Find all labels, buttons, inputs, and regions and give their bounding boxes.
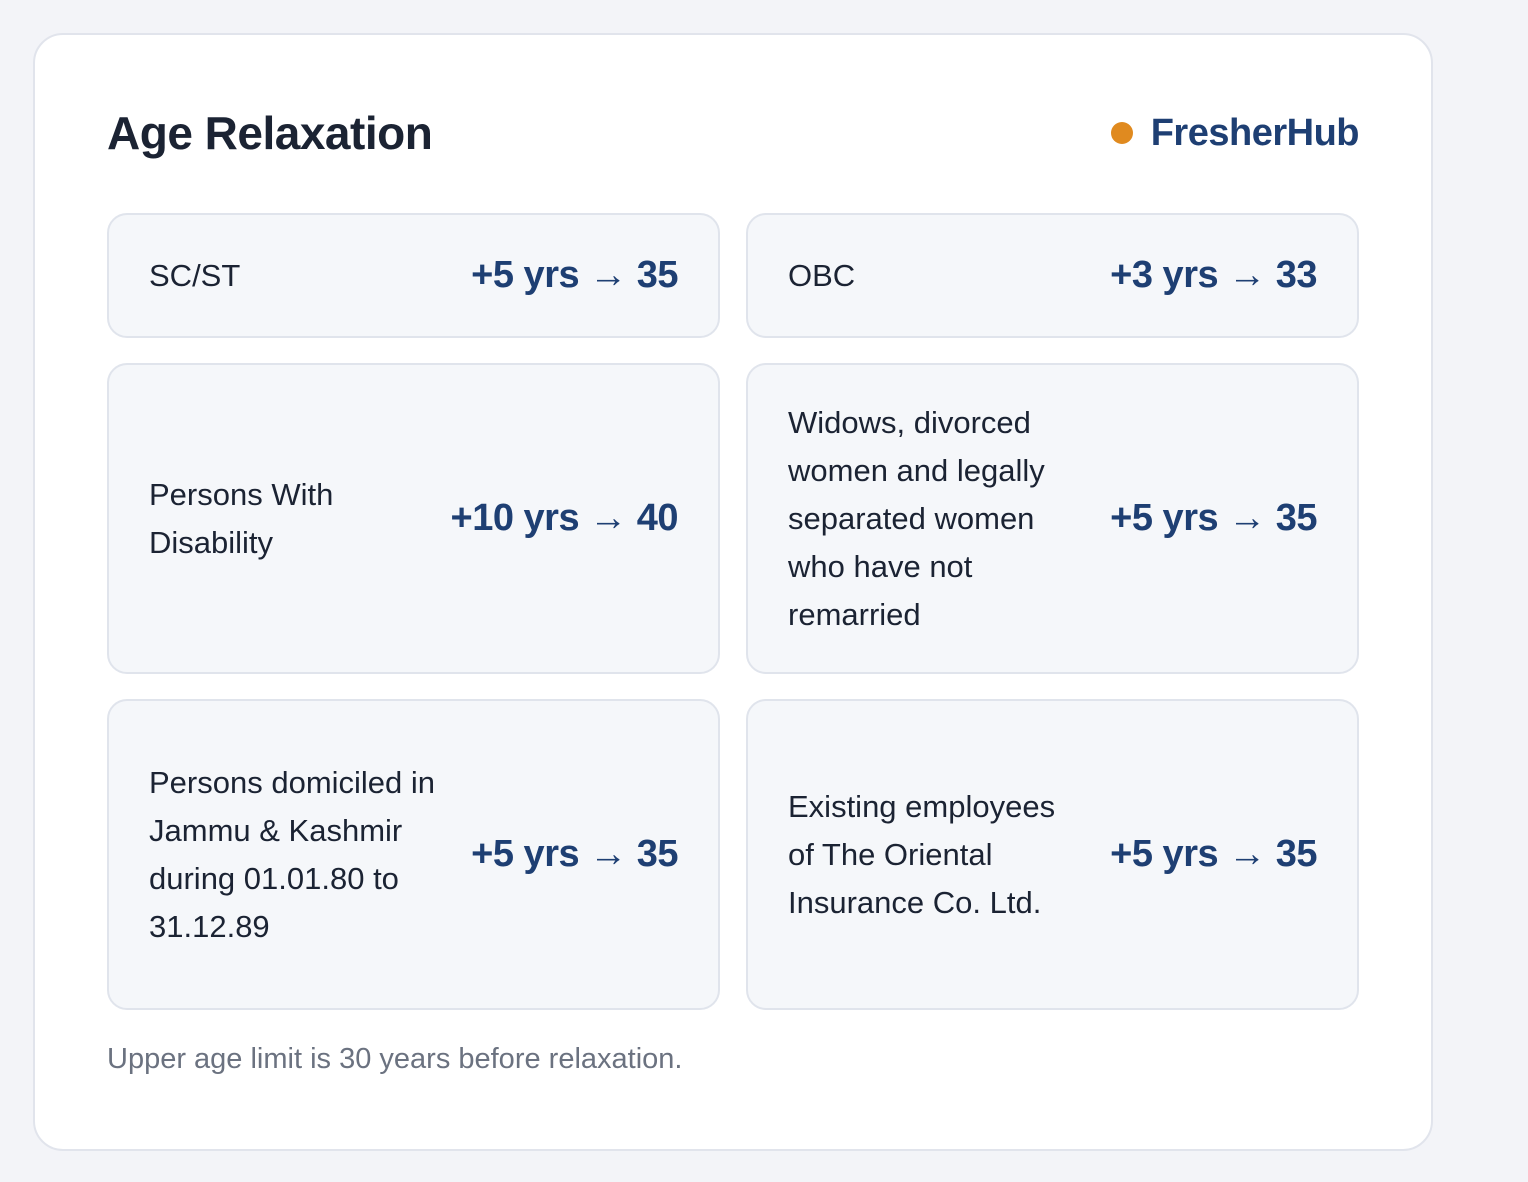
relaxation-item: Widows, divorced women and legally separ…	[746, 363, 1359, 674]
relaxation-item: Existing employees of The Oriental Insur…	[746, 699, 1359, 1010]
category: Persons With Disability	[149, 476, 334, 560]
category: Widows, divorced women and legally separ…	[788, 404, 1045, 632]
brand-name: FresherHub	[1150, 111, 1360, 154]
relaxation-item: OBC +3 yrs → 33	[746, 213, 1359, 338]
relaxation-item: Persons domiciled in Jammu & Kashmir dur…	[107, 699, 720, 1010]
relaxation: +5 yrs → 35	[1110, 833, 1317, 875]
category: Existing employees of The Oriental Insur…	[788, 788, 1056, 920]
relaxation: +5 yrs → 35	[471, 833, 678, 875]
relaxation-grid: SC/ST +5 yrs → 35 OBC +3 yrs → 33 Persons Wi…	[107, 213, 1359, 1010]
relaxation: +10 yrs → 40	[450, 497, 679, 539]
relaxation: +3 yrs → 33	[1110, 254, 1317, 296]
footnote: Upper age limit is 30 years before relax…	[107, 1043, 683, 1075]
card-header: Age Relaxation FresherHub	[107, 103, 1360, 163]
relaxation: +5 yrs → 35	[1110, 497, 1317, 539]
title: Age Relaxation	[107, 107, 433, 159]
category: Persons domiciled in Jammu & Kashmir dur…	[149, 764, 436, 944]
brand-dot	[1110, 122, 1133, 144]
category: SC/ST	[149, 257, 241, 293]
relaxation-item: SC/ST +5 yrs → 35	[107, 213, 720, 338]
brand: FresherHub	[1110, 111, 1360, 155]
relaxation-item: Persons With Disability +10 yrs → 40	[107, 363, 720, 674]
relaxation: +5 yrs → 35	[471, 254, 678, 296]
card: Age Relaxation FresherHub SC/ST +5 yrs → …	[33, 33, 1433, 1151]
category: OBC	[788, 257, 856, 293]
